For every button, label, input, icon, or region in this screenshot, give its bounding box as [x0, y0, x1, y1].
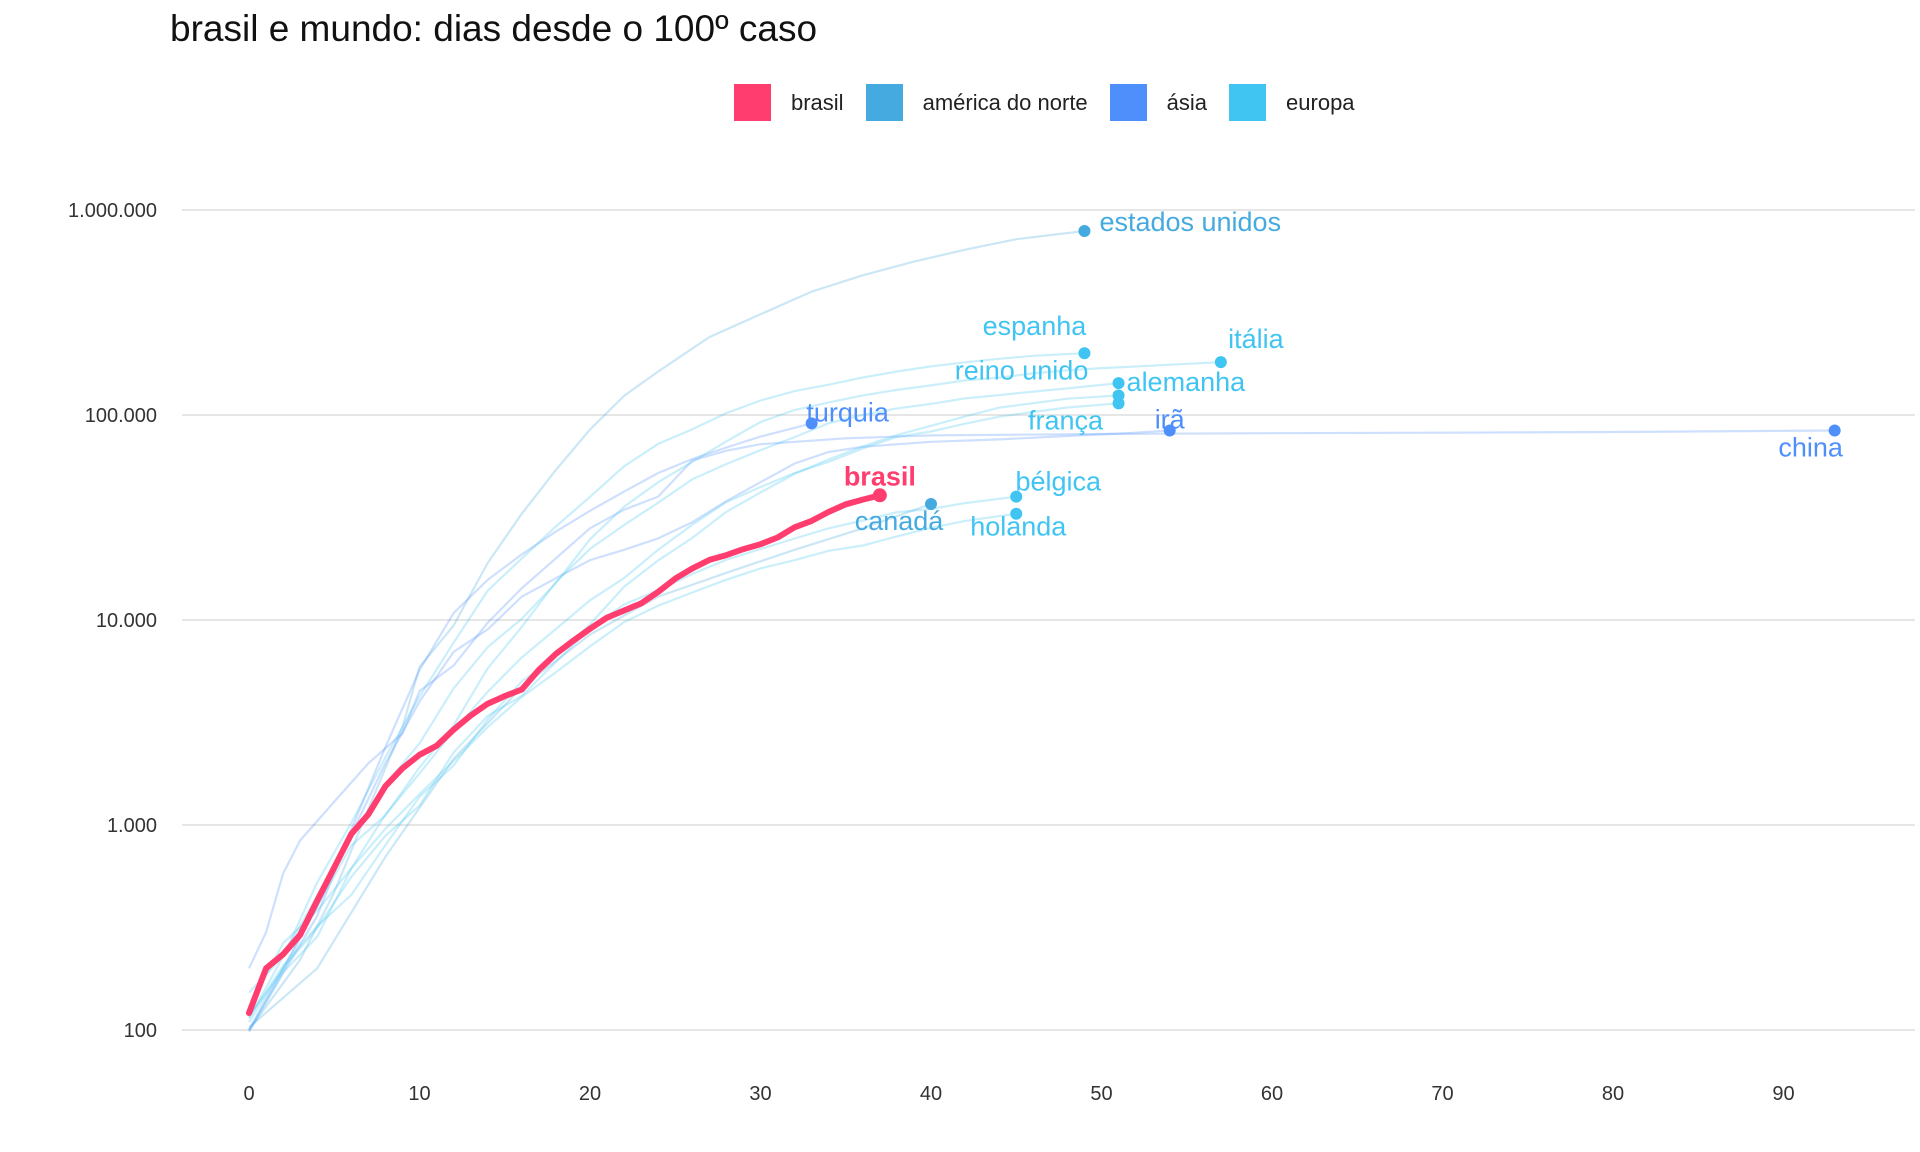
series-line [248, 229, 1085, 1031]
series-line [248, 382, 1119, 1017]
series-line [248, 352, 1085, 1019]
series-label: turquia [806, 397, 890, 427]
series-line [248, 512, 1017, 1009]
y-tick-label: 100.000 [85, 405, 157, 427]
legend-label: brasil [791, 89, 844, 115]
highlight-line [246, 492, 883, 1016]
highlight-endpoint [872, 488, 887, 503]
series-line [248, 361, 1221, 994]
highlight-label: brasil [844, 461, 916, 491]
x-tick-label: 0 [243, 1083, 254, 1105]
series-endpoint [1214, 356, 1227, 369]
series-label: reino unido [955, 355, 1089, 385]
series-label: itália [1228, 324, 1285, 354]
series-endpoint [805, 417, 818, 430]
y-tick-label: 1.000 [107, 815, 157, 837]
x-tick-label: 20 [579, 1083, 601, 1105]
legend-item: ásia [1109, 84, 1208, 121]
x-tick-label: 50 [1090, 1083, 1112, 1105]
x-tick-label: 70 [1431, 1083, 1453, 1105]
x-tick-label: 90 [1772, 1083, 1794, 1105]
legend-swatch [1109, 84, 1147, 121]
series-label: alemanha [1127, 367, 1247, 397]
series-label: estados unidos [1099, 207, 1281, 237]
series-label: china [1778, 433, 1844, 463]
y-tick-label: 10.000 [96, 610, 157, 632]
legend-item: europa [1229, 84, 1355, 121]
series-endpoint [1078, 224, 1091, 237]
series-label: frança [1028, 405, 1104, 435]
x-tick-label: 80 [1602, 1083, 1624, 1105]
series-label: irã [1155, 405, 1186, 435]
series-endpoint [1163, 424, 1176, 437]
chart-title: brasil e mundo: dias desde o 100º caso [170, 8, 818, 49]
legend-label: ásia [1166, 89, 1208, 115]
series-label: canadá [855, 506, 945, 536]
x-tick-label: 10 [408, 1083, 430, 1105]
legend-label: europa [1286, 89, 1355, 115]
legend-label: américa do norte [922, 89, 1088, 115]
series-label: bélgica [1015, 467, 1102, 497]
series-line [248, 402, 1119, 1031]
series-line [248, 429, 1835, 969]
series-endpoint [925, 498, 937, 511]
legend-swatch [1229, 84, 1267, 121]
x-tick-label: 60 [1261, 1083, 1283, 1105]
series-endpoint [1112, 377, 1125, 390]
series-line [248, 495, 1017, 1023]
series-endpoint [1078, 347, 1091, 360]
series-line [248, 394, 1119, 1019]
series-line [248, 429, 1170, 1031]
legend-item: américa do norte [865, 84, 1088, 121]
series-endpoint [1112, 389, 1125, 402]
legend-swatch [865, 84, 903, 121]
x-tick-label: 30 [749, 1083, 771, 1105]
x-tick-label: 40 [920, 1083, 942, 1105]
legend-swatch [734, 84, 771, 121]
y-tick-label: 100 [124, 1020, 157, 1042]
series-label: holanda [970, 512, 1067, 542]
series-endpoint [1010, 490, 1023, 503]
y-tick-label: 1.000.000 [68, 200, 157, 222]
series-endpoint [1010, 507, 1023, 520]
series-endpoint [1828, 424, 1841, 437]
series-line [248, 502, 932, 1029]
series-label: espanha [983, 311, 1088, 341]
legend-item: brasil [734, 84, 844, 121]
legend: brasil américa do norte ásia europa [734, 84, 1377, 121]
